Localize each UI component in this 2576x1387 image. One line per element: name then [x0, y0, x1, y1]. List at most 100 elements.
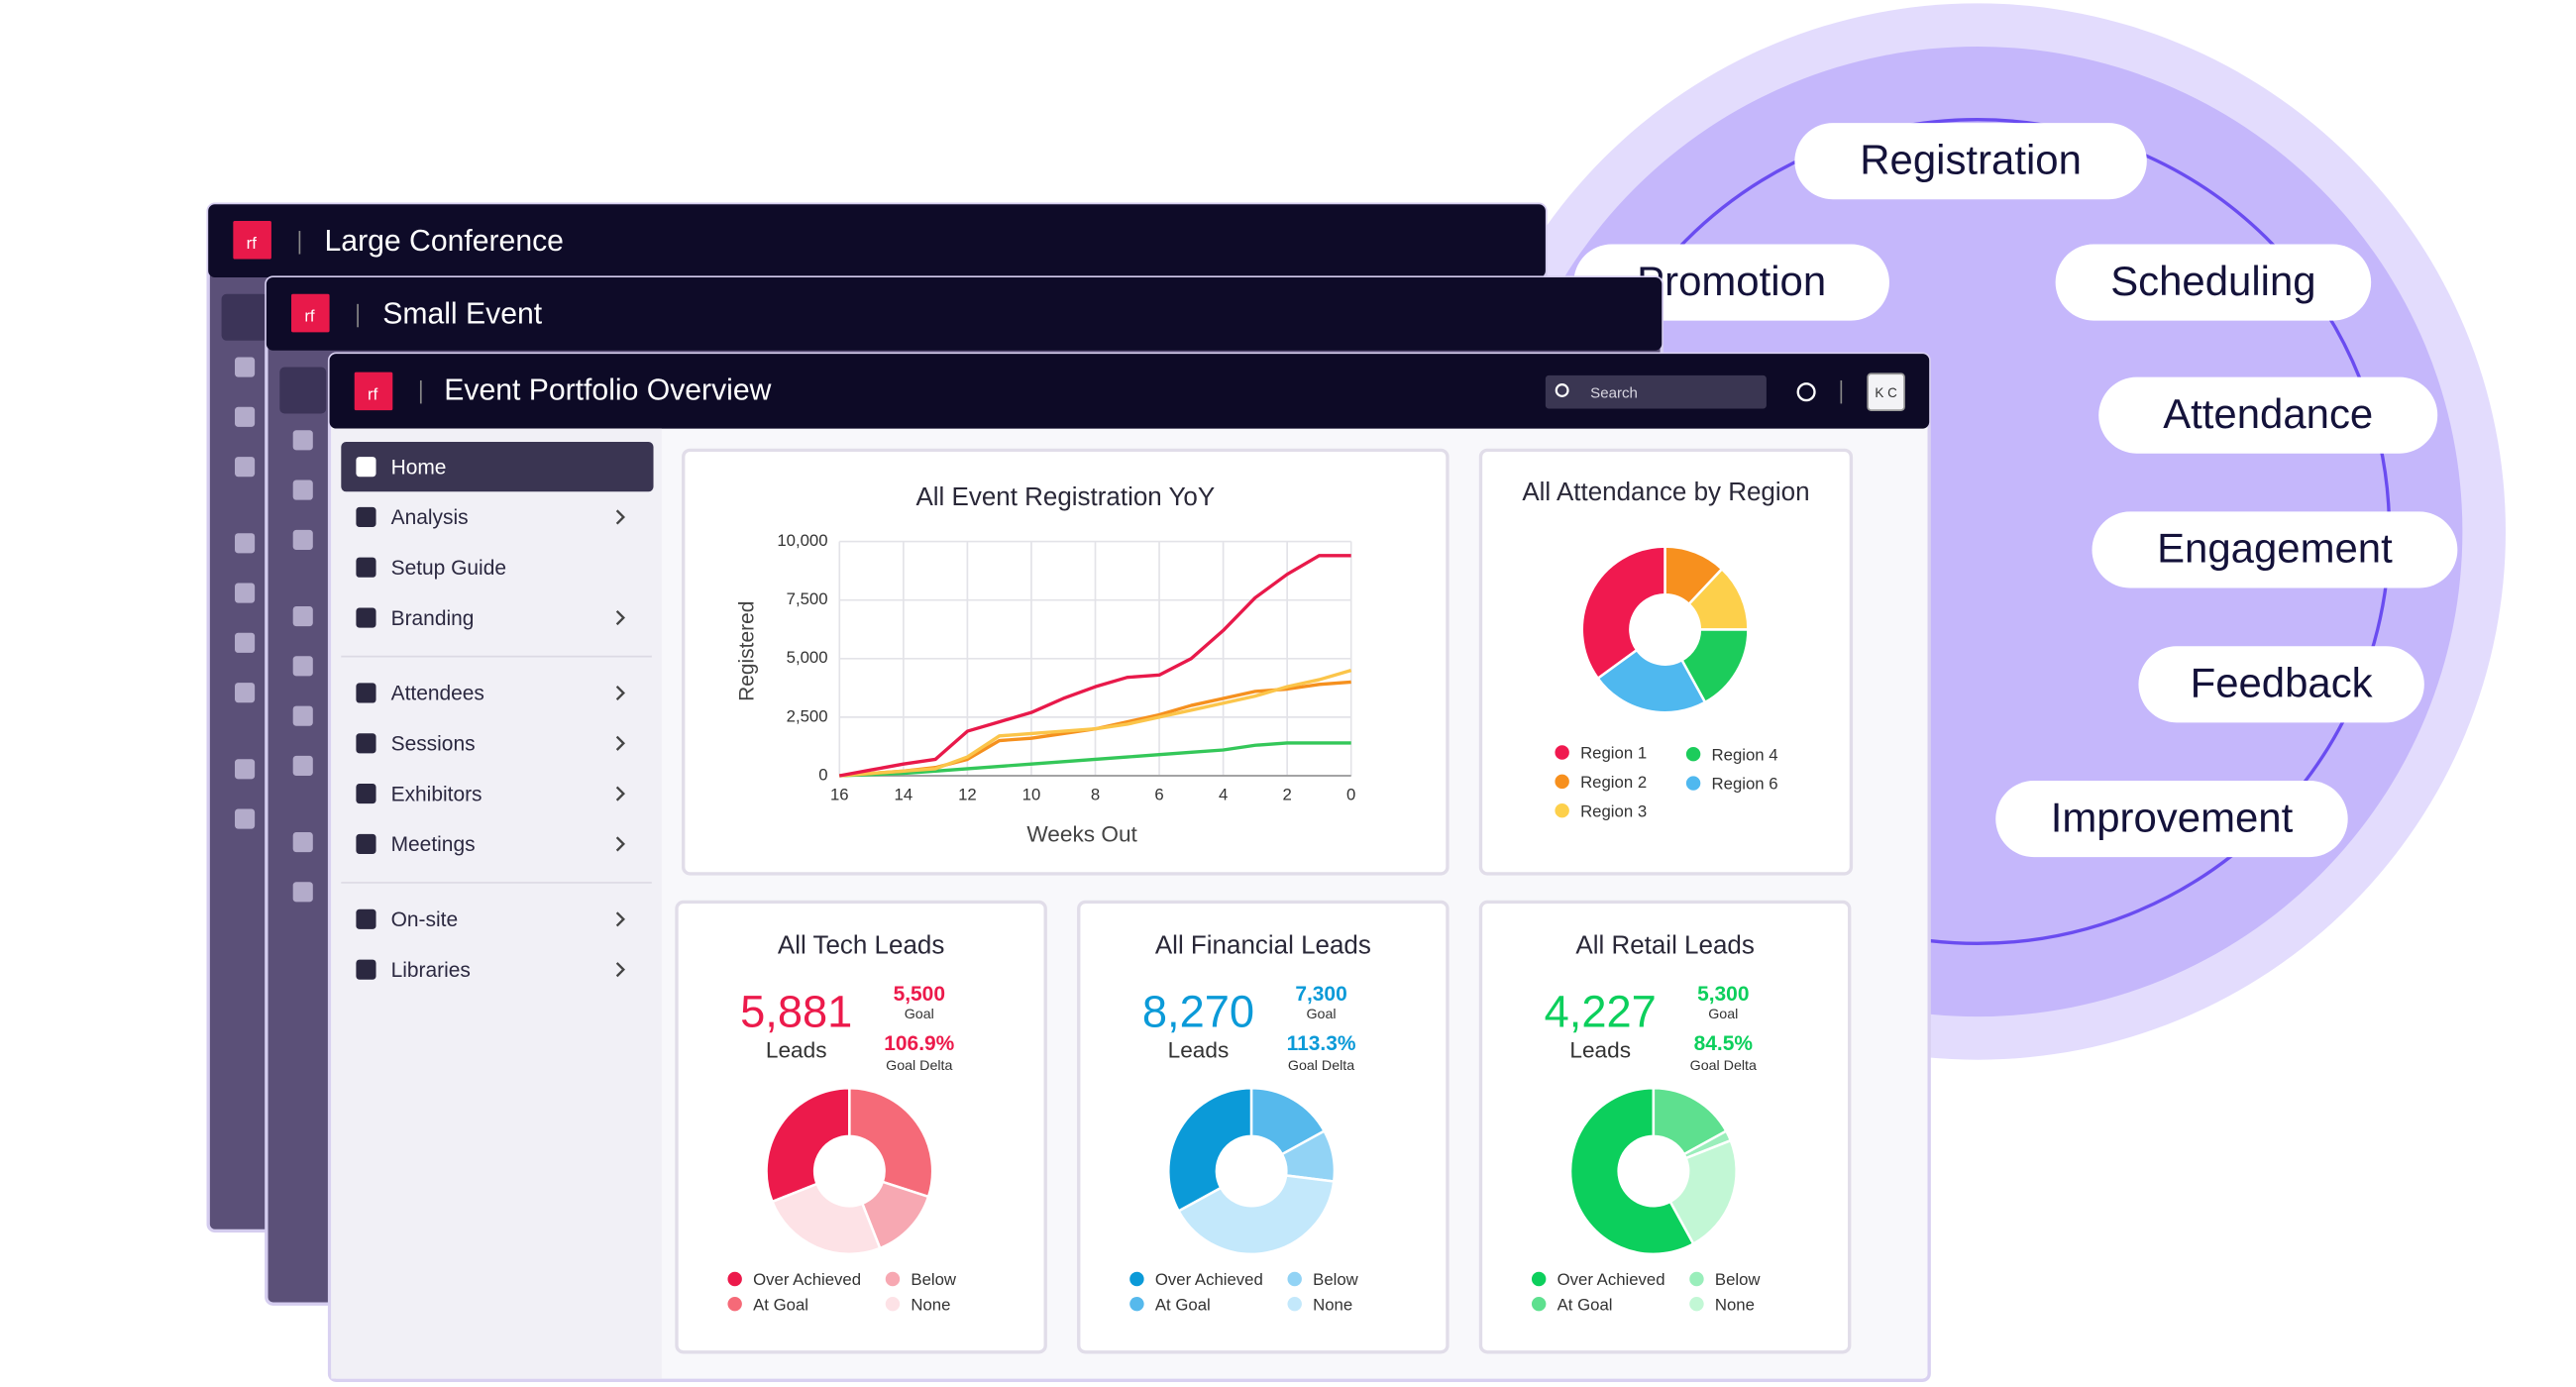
sidebar-icon	[292, 430, 313, 451]
y-tick-label: 10,000	[777, 531, 827, 550]
donut-slice	[765, 1086, 851, 1204]
nav-item[interactable]: Exhibitors	[356, 783, 626, 805]
legend-label: Over Achieved	[1557, 1270, 1665, 1289]
kpi-unit: Leads	[766, 1037, 827, 1062]
legend-swatch	[1531, 1296, 1547, 1312]
nav-icon	[356, 506, 376, 527]
search-placeholder: Search	[1590, 384, 1638, 401]
search-box[interactable]	[1545, 374, 1767, 409]
x-tick-label: 2	[1282, 786, 1291, 804]
nav-item[interactable]: Attendees	[356, 683, 626, 705]
feature-label: Attendance	[2163, 390, 2373, 437]
legend-swatch	[1555, 745, 1569, 760]
donut-slice	[1668, 1138, 1738, 1246]
nav-icon	[356, 959, 376, 980]
nav-item[interactable]: Setup Guide	[356, 557, 506, 580]
nav-item[interactable]: Sessions	[356, 733, 626, 756]
delta-label: Goal Delta	[1288, 1058, 1354, 1074]
y-tick-label: 0	[818, 765, 827, 784]
kpi-unit: Leads	[1168, 1037, 1230, 1062]
history-icon[interactable]	[1796, 382, 1816, 402]
legend-label: Over Achieved	[1155, 1270, 1263, 1289]
nav-label: Meetings	[391, 833, 476, 856]
legend-label: Region 6	[1712, 775, 1778, 794]
nav-chevron	[615, 962, 626, 978]
legend-label: At Goal	[753, 1295, 808, 1314]
nav-icon	[356, 908, 376, 929]
pill-bg	[2055, 244, 2372, 321]
series-line	[839, 554, 1351, 778]
goal-label: Goal	[905, 1007, 934, 1022]
feature-label: Registration	[1860, 136, 2082, 182]
series-line	[839, 741, 1351, 778]
sidebar-icon	[235, 808, 256, 829]
sidebar-icon	[292, 480, 313, 500]
nav-chevron	[615, 836, 626, 852]
x-tick-label: 16	[830, 786, 849, 804]
sidebar-icon	[235, 632, 256, 653]
sidebar-icon	[235, 357, 256, 377]
nav-item[interactable]: Meetings	[356, 833, 626, 856]
feature-label: Engagement	[2157, 525, 2393, 572]
pill-bg	[2138, 646, 2424, 723]
sidebar-icon	[292, 656, 313, 677]
nav-label: On-site	[391, 908, 459, 931]
legend-label: None	[1715, 1295, 1755, 1314]
card	[1478, 448, 1854, 876]
nav-chevron	[615, 911, 626, 927]
nav-icon	[356, 833, 376, 854]
nav-chevron	[615, 509, 626, 525]
nav-label: Analysis	[391, 506, 469, 529]
donut-slice	[1596, 648, 1707, 714]
logo-text: rf	[304, 307, 315, 326]
legend-swatch	[1531, 1271, 1547, 1287]
sidebar-icon	[235, 583, 256, 603]
window-title: Large Conference	[325, 225, 564, 258]
logo	[354, 372, 393, 411]
nav-label: Branding	[391, 607, 475, 630]
user-initials: K C	[1875, 385, 1897, 400]
pill-bg	[2098, 376, 2438, 454]
legend-swatch	[1689, 1296, 1704, 1312]
sidebar-icon	[292, 529, 313, 550]
legend-swatch	[1555, 802, 1569, 818]
donut-slice	[848, 1086, 934, 1199]
user-badge[interactable]	[1867, 373, 1905, 411]
feature-pill: Feedback	[2138, 646, 2424, 723]
nav-label: Libraries	[391, 959, 471, 982]
x-axis-label: Weeks Out	[1026, 821, 1137, 846]
feature-pill: Registration	[1794, 123, 2147, 200]
y-tick-label: 5,000	[787, 648, 828, 667]
feature-pill: Engagement	[2092, 511, 2458, 588]
chart-title: All Tech Leads	[778, 930, 944, 960]
nav-item[interactable]: Branding	[356, 607, 626, 630]
legend-label: Region 4	[1712, 745, 1778, 764]
feature-pill: Scheduling	[2055, 244, 2372, 321]
nav-item[interactable]: Libraries	[356, 959, 626, 982]
legend-swatch	[885, 1296, 901, 1312]
nav-label: Sessions	[391, 733, 476, 756]
x-tick-label: 12	[958, 786, 977, 804]
y-tick-label: 7,500	[787, 589, 828, 608]
delta-label: Goal Delta	[886, 1058, 952, 1074]
legend-swatch	[1287, 1296, 1302, 1312]
goal-value: 5,300	[1697, 983, 1749, 1006]
legend-swatch	[727, 1271, 742, 1287]
pill-bg	[1995, 781, 2348, 858]
nav-item[interactable]: Home	[341, 441, 654, 492]
nav-item[interactable]: On-site	[356, 908, 626, 931]
x-tick-label: 10	[1022, 786, 1041, 804]
pill-bg	[1794, 123, 2147, 200]
legend-label: At Goal	[1557, 1295, 1613, 1314]
sidebar-active	[221, 293, 268, 341]
x-tick-label: 0	[1346, 786, 1355, 804]
nav-item[interactable]: Analysis	[356, 506, 626, 529]
feature-label: Scheduling	[2110, 258, 2315, 304]
window-header	[266, 277, 1663, 351]
nav-label: Home	[391, 456, 447, 479]
legend-label: Over Achieved	[753, 1270, 861, 1289]
delta-label: Goal Delta	[1690, 1058, 1757, 1074]
sidebar-icon	[292, 882, 313, 903]
x-tick-label: 4	[1219, 786, 1228, 804]
kpi-value: 8,270	[1142, 986, 1254, 1036]
